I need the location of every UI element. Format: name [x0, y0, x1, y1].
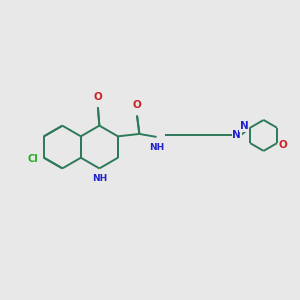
Text: NH: NH: [92, 174, 107, 183]
Text: O: O: [133, 100, 141, 110]
Text: Cl: Cl: [28, 154, 38, 164]
Text: N: N: [240, 121, 249, 131]
Text: O: O: [278, 140, 287, 150]
Text: O: O: [94, 92, 102, 102]
Text: N: N: [232, 130, 241, 140]
Text: NH: NH: [149, 143, 164, 152]
